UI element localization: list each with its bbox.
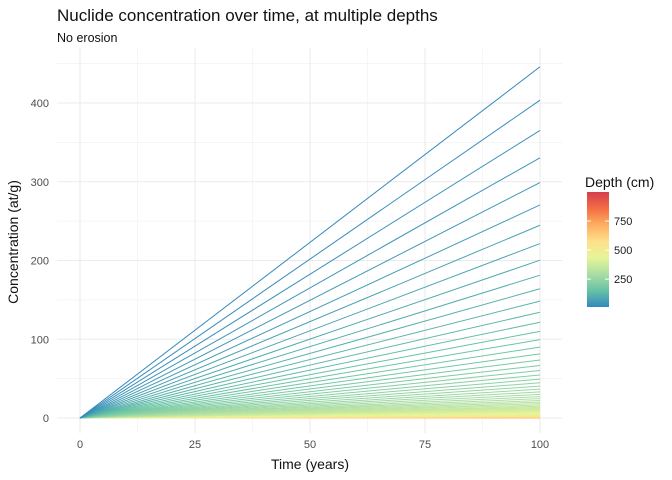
y-tick-label: 200 — [31, 256, 49, 268]
y-tick-label: 300 — [31, 177, 49, 189]
x-tick-label: 0 — [77, 439, 83, 451]
series-line-depth-260 — [79, 388, 541, 419]
series-line-depth-20 — [79, 99, 541, 419]
chart-subtitle: No erosion — [57, 31, 117, 45]
series-line-depth-10 — [79, 66, 541, 419]
y-tick-label: 0 — [43, 413, 49, 425]
series-line-depth-40 — [79, 157, 541, 419]
plot-grid — [57, 48, 562, 433]
series-line-depth-60 — [79, 204, 541, 419]
series-line-depth-70 — [79, 224, 541, 419]
y-tick-label: 100 — [31, 334, 49, 346]
legend-tick-label: 500 — [614, 245, 632, 257]
x-axis-title: Time (years) — [271, 456, 349, 472]
x-tick-label: 50 — [304, 439, 316, 451]
series-line-depth-120 — [79, 300, 541, 419]
series-line-depth-30 — [79, 130, 541, 419]
series-line-depth-190 — [79, 359, 541, 419]
series-line-depth-150 — [79, 330, 541, 419]
series-line-depth-170 — [79, 346, 541, 419]
series-line-depth-130 — [79, 311, 541, 419]
x-tick-label: 25 — [189, 439, 201, 451]
series-line-depth-240 — [79, 382, 541, 419]
legend-ticks: 250 500 750 — [587, 216, 632, 286]
series-line-depth-230 — [79, 378, 541, 419]
legend-title: Depth (cm) — [585, 174, 654, 190]
series-line-depth-110 — [79, 288, 541, 419]
series-line-depth-250 — [79, 385, 541, 419]
series-line-depth-210 — [79, 369, 541, 419]
series-line-depth-200 — [79, 364, 541, 419]
series-line-depth-80 — [79, 243, 541, 419]
legend: Depth (cm) 250 500 750 — [585, 174, 654, 307]
series-line-depth-160 — [79, 339, 541, 419]
y-tick-label: 400 — [31, 98, 49, 110]
legend-tick-label: 250 — [614, 274, 632, 286]
chart-title: Nuclide concentration over time, at mult… — [57, 6, 438, 25]
y-axis-ticks: 0 100 200 300 400 — [31, 98, 49, 425]
x-axis-ticks: 0 25 50 75 100 — [77, 439, 549, 451]
x-tick-label: 100 — [531, 439, 549, 451]
series-lines — [79, 66, 541, 419]
legend-colorbar — [587, 192, 609, 307]
series-line-depth-140 — [79, 321, 541, 419]
series-line-depth-220 — [79, 374, 541, 419]
x-tick-label: 75 — [419, 439, 431, 451]
series-line-depth-180 — [79, 353, 541, 419]
series-line-depth-50 — [79, 182, 541, 419]
y-axis-title: Concentration (at/g) — [5, 180, 21, 304]
legend-tick-label: 750 — [614, 216, 632, 228]
series-line-depth-90 — [79, 259, 541, 419]
series-line-depth-100 — [79, 274, 541, 419]
